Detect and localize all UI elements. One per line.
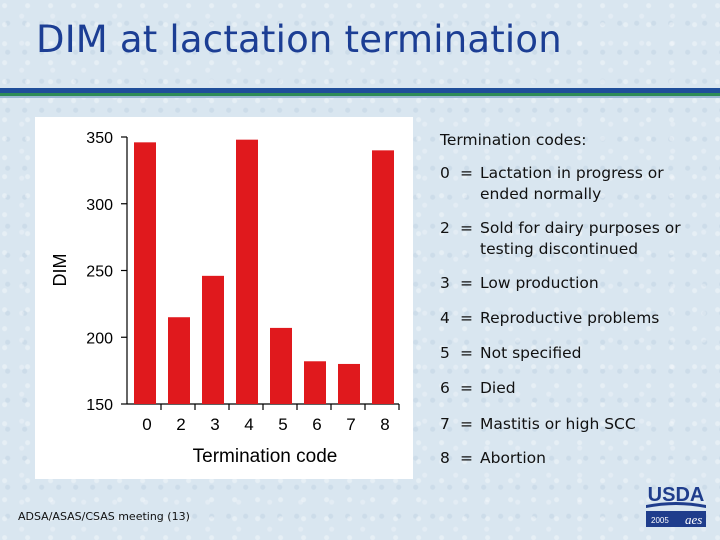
code-equals: = (460, 449, 473, 467)
footer-text: ADSA/ASAS/CSAS meeting (13) (18, 510, 190, 523)
code-description: Died (480, 379, 516, 397)
bar (338, 363, 360, 404)
code-description: Sold for dairy purposes or testing disco… (480, 219, 681, 258)
code-description: Not specified (480, 344, 582, 362)
code-key: 3 (440, 274, 450, 292)
x-tick-label: 0 (142, 415, 151, 434)
y-tick-label: 150 (86, 397, 113, 414)
code-key: 8 (440, 449, 450, 467)
code-description: Low production (480, 274, 599, 292)
chart-panel: DIM Termination code 350 300 250 200 150 0 2 3 4… (35, 117, 413, 479)
bar (304, 361, 326, 404)
title-rule-green (0, 93, 720, 96)
bar (202, 275, 224, 404)
x-tick-label: 7 (346, 415, 355, 434)
code-key: 2 (440, 219, 450, 237)
code-key: 5 (440, 344, 450, 362)
code-description: Mastitis or high SCC (480, 415, 636, 433)
logo-badge (646, 511, 706, 527)
y-axis-title-group: DIM (50, 254, 70, 287)
x-tick-label: 4 (244, 415, 253, 434)
x-tick-label: 2 (176, 415, 185, 434)
bar-chart: DIM Termination code 350 300 250 200 150 0 2 3 4… (50, 130, 400, 467)
y-tick-label: 350 (86, 130, 113, 147)
bar (134, 142, 156, 404)
bar (270, 327, 292, 404)
code-equals: = (460, 274, 473, 292)
code-equals: = (460, 164, 473, 182)
title-rule-blue (0, 88, 720, 93)
code-equals: = (460, 309, 473, 327)
logo-year: 2005 (651, 516, 669, 525)
bar (236, 139, 258, 405)
y-axis-title: DIM (50, 254, 70, 287)
code-key: 4 (440, 309, 450, 327)
code-description: Reproductive problems (480, 309, 660, 327)
x-tick-label: 5 (278, 415, 287, 434)
title-rule-light (0, 96, 720, 98)
code-description: Lactation in progress or ended normally (480, 164, 664, 203)
code-equals: = (460, 415, 473, 433)
code-equals: = (460, 219, 473, 237)
code-description: Abortion (480, 449, 546, 467)
x-tick-label: 3 (210, 415, 219, 434)
logo-swoosh-icon (646, 502, 706, 508)
x-tick-label: 6 (312, 415, 321, 434)
code-key: 0 (440, 164, 450, 182)
slide-title: DIM at lactation termination (36, 18, 562, 61)
code-equals: = (460, 379, 473, 397)
usda-logo: USDA 2005 aes (646, 484, 706, 527)
y-tick-label: 200 (86, 330, 113, 347)
y-tick-label: 300 (86, 197, 113, 214)
usda-logo-text: USDA (648, 484, 705, 506)
x-axis-title: Termination code (193, 446, 338, 467)
code-key: 6 (440, 379, 450, 397)
y-tick-label: 250 (86, 264, 113, 281)
bar (168, 317, 190, 404)
logo-sub: aes (685, 512, 702, 527)
code-key: 7 (440, 415, 450, 433)
code-equals: = (460, 344, 473, 362)
x-tick-label: 8 (380, 415, 389, 434)
legend-header: Termination codes: (440, 131, 587, 149)
bar (372, 150, 394, 404)
